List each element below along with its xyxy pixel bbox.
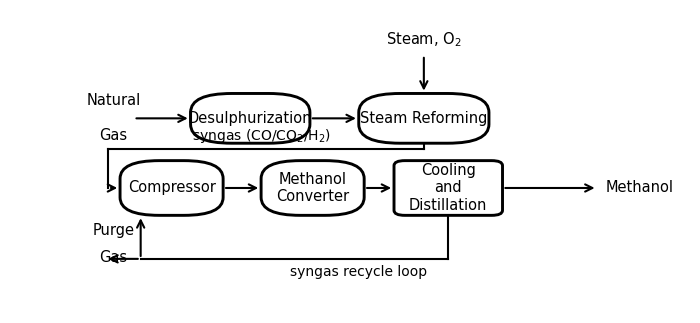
Text: Steam, O$_2$: Steam, O$_2$ bbox=[386, 30, 461, 49]
Text: Cooling
and
Distillation: Cooling and Distillation bbox=[409, 163, 487, 213]
Text: Steam Reforming: Steam Reforming bbox=[360, 111, 487, 126]
FancyBboxPatch shape bbox=[261, 161, 364, 215]
Text: Desulphurization: Desulphurization bbox=[188, 111, 312, 126]
Text: Methanol
Converter: Methanol Converter bbox=[276, 172, 349, 204]
Text: Natural: Natural bbox=[86, 93, 141, 109]
Text: Gas: Gas bbox=[99, 128, 127, 143]
FancyBboxPatch shape bbox=[190, 93, 310, 143]
FancyBboxPatch shape bbox=[394, 161, 503, 215]
Text: Compressor: Compressor bbox=[127, 181, 216, 195]
FancyBboxPatch shape bbox=[120, 161, 223, 215]
FancyBboxPatch shape bbox=[358, 93, 489, 143]
Text: syngas recycle loop: syngas recycle loop bbox=[290, 265, 427, 279]
Text: Methanol: Methanol bbox=[606, 181, 673, 195]
Text: syngas (CO/CO$_2$/H$_2$): syngas (CO/CO$_2$/H$_2$) bbox=[192, 127, 330, 145]
Text: Gas: Gas bbox=[99, 250, 127, 265]
Text: Purge: Purge bbox=[92, 223, 134, 238]
